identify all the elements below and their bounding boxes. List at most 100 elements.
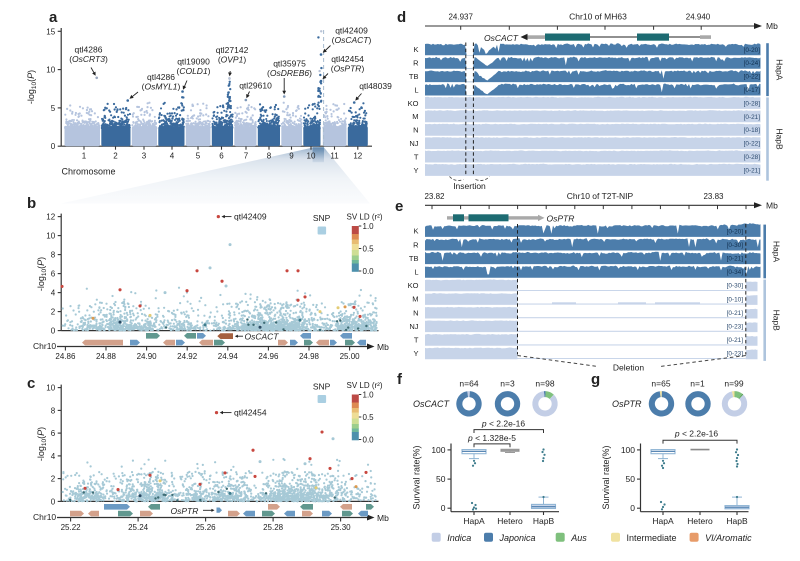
svg-text:1: 1 bbox=[82, 152, 87, 161]
svg-text:(OsDREB6): (OsDREB6) bbox=[267, 68, 312, 78]
svg-text:N: N bbox=[413, 126, 418, 135]
svg-text:SV LD (r²): SV LD (r²) bbox=[347, 381, 383, 390]
svg-text:HapA: HapA bbox=[463, 516, 485, 526]
svg-text:n=1: n=1 bbox=[690, 379, 705, 389]
svg-text:Hetero: Hetero bbox=[687, 516, 713, 526]
svg-text:1.0: 1.0 bbox=[363, 391, 375, 400]
svg-text:Chr10: Chr10 bbox=[33, 512, 56, 522]
svg-text:f: f bbox=[397, 371, 403, 388]
svg-text:9: 9 bbox=[289, 152, 294, 161]
svg-text:(COLD1): (COLD1) bbox=[176, 66, 210, 76]
svg-text:Chr10: Chr10 bbox=[33, 341, 56, 351]
svg-text:qtl35975: qtl35975 bbox=[273, 59, 306, 69]
svg-text:-log10(P): -log10(P) bbox=[36, 257, 48, 291]
svg-text:OsCACT: OsCACT bbox=[484, 33, 519, 43]
svg-text:qtl19090: qtl19090 bbox=[177, 57, 210, 67]
svg-text:5: 5 bbox=[51, 104, 56, 113]
svg-text:Hetero: Hetero bbox=[497, 516, 523, 526]
svg-text:10: 10 bbox=[46, 232, 55, 241]
svg-text:qtl48039: qtl48039 bbox=[359, 81, 392, 91]
svg-text:Deletion: Deletion bbox=[613, 363, 644, 373]
svg-text:2: 2 bbox=[51, 475, 56, 484]
svg-text:HapB: HapB bbox=[775, 128, 785, 150]
svg-text:23.83: 23.83 bbox=[703, 192, 724, 201]
svg-text:25.30: 25.30 bbox=[331, 523, 352, 532]
svg-text:n=65: n=65 bbox=[651, 379, 670, 389]
svg-text:TB: TB bbox=[409, 72, 419, 81]
svg-text:Mb: Mb bbox=[377, 342, 389, 352]
svg-text:Mb: Mb bbox=[377, 513, 389, 523]
svg-text:4: 4 bbox=[170, 152, 175, 161]
svg-text:g: g bbox=[591, 371, 600, 388]
svg-text:L: L bbox=[414, 268, 418, 277]
svg-text:6: 6 bbox=[51, 429, 56, 438]
svg-text:Y: Y bbox=[413, 349, 418, 358]
svg-text:L: L bbox=[414, 85, 418, 94]
svg-text:Chr10 of MH63: Chr10 of MH63 bbox=[569, 12, 627, 22]
svg-text:2: 2 bbox=[113, 152, 118, 161]
svg-text:6: 6 bbox=[51, 270, 56, 279]
svg-text:[0-22]: [0-22] bbox=[744, 141, 761, 148]
svg-text:24.92: 24.92 bbox=[177, 352, 198, 361]
svg-text:3: 3 bbox=[142, 152, 147, 161]
svg-text:15: 15 bbox=[46, 27, 55, 36]
svg-text:12: 12 bbox=[46, 213, 55, 222]
svg-text:[0-21]: [0-21] bbox=[744, 167, 761, 174]
svg-text:(OVP1): (OVP1) bbox=[218, 55, 247, 65]
svg-text:Insertion: Insertion bbox=[453, 181, 486, 191]
svg-text:TB: TB bbox=[409, 254, 419, 263]
svg-text:25.28: 25.28 bbox=[263, 523, 284, 532]
svg-text:12: 12 bbox=[353, 152, 362, 161]
svg-text:p < 2.2e-16: p < 2.2e-16 bbox=[481, 418, 526, 428]
svg-text:0: 0 bbox=[441, 503, 446, 513]
svg-text:HapB: HapB bbox=[533, 516, 555, 526]
svg-text:K: K bbox=[413, 45, 418, 54]
svg-text:d: d bbox=[397, 9, 406, 26]
svg-text:T: T bbox=[414, 336, 419, 345]
svg-text:50: 50 bbox=[436, 474, 446, 484]
svg-text:OsPTR: OsPTR bbox=[612, 399, 642, 409]
svg-text:HapB: HapB bbox=[772, 310, 782, 332]
svg-text:24.86: 24.86 bbox=[55, 352, 76, 361]
svg-text:5: 5 bbox=[196, 152, 201, 161]
svg-text:24.96: 24.96 bbox=[258, 352, 279, 361]
svg-text:Mb: Mb bbox=[766, 21, 778, 31]
svg-text:KO: KO bbox=[408, 281, 419, 290]
svg-text:0: 0 bbox=[51, 142, 56, 151]
svg-text:n=3: n=3 bbox=[500, 379, 515, 389]
svg-text:[0-18]: [0-18] bbox=[744, 127, 761, 134]
svg-text:Survival rate(%): Survival rate(%) bbox=[601, 445, 611, 509]
svg-text:4: 4 bbox=[51, 452, 56, 461]
svg-text:qtl29610: qtl29610 bbox=[239, 81, 272, 91]
svg-text:[0-23]: [0-23] bbox=[727, 324, 744, 331]
svg-text:[0-28]: [0-28] bbox=[744, 100, 761, 107]
svg-text:8: 8 bbox=[51, 406, 56, 415]
svg-text:Indica: Indica bbox=[447, 533, 471, 543]
svg-text:OsPTR: OsPTR bbox=[547, 213, 575, 223]
svg-text:2: 2 bbox=[51, 308, 56, 317]
svg-text:KO: KO bbox=[408, 99, 419, 108]
svg-text:HapB: HapB bbox=[726, 516, 748, 526]
svg-text:(OsPTR): (OsPTR) bbox=[331, 64, 365, 74]
svg-text:10: 10 bbox=[46, 66, 55, 75]
svg-text:n=98: n=98 bbox=[535, 379, 554, 389]
svg-text:VI/Aromatic: VI/Aromatic bbox=[705, 533, 752, 543]
svg-text:Chromosome: Chromosome bbox=[62, 167, 116, 177]
svg-text:50: 50 bbox=[626, 474, 636, 484]
svg-text:qtl4286: qtl4286 bbox=[75, 45, 103, 55]
svg-text:24.98: 24.98 bbox=[299, 352, 320, 361]
svg-text:Chr10 of T2T-NIP: Chr10 of T2T-NIP bbox=[567, 191, 634, 201]
svg-text:-log10(P): -log10(P) bbox=[36, 427, 48, 461]
svg-text:25.00: 25.00 bbox=[340, 352, 361, 361]
svg-text:[0-34]: [0-34] bbox=[727, 269, 744, 276]
svg-text:qtl4286: qtl4286 bbox=[147, 72, 175, 82]
svg-text:qtl27142: qtl27142 bbox=[216, 45, 249, 55]
svg-text:R: R bbox=[413, 59, 419, 68]
svg-text:OsCACT: OsCACT bbox=[245, 332, 280, 342]
svg-text:Japonica: Japonica bbox=[499, 533, 536, 543]
svg-text:[0-17]: [0-17] bbox=[744, 87, 761, 94]
svg-text:e: e bbox=[395, 198, 403, 215]
svg-text:HapA: HapA bbox=[775, 59, 785, 81]
svg-text:a: a bbox=[49, 9, 58, 26]
svg-text:p < 2.2e-16: p < 2.2e-16 bbox=[674, 429, 719, 439]
